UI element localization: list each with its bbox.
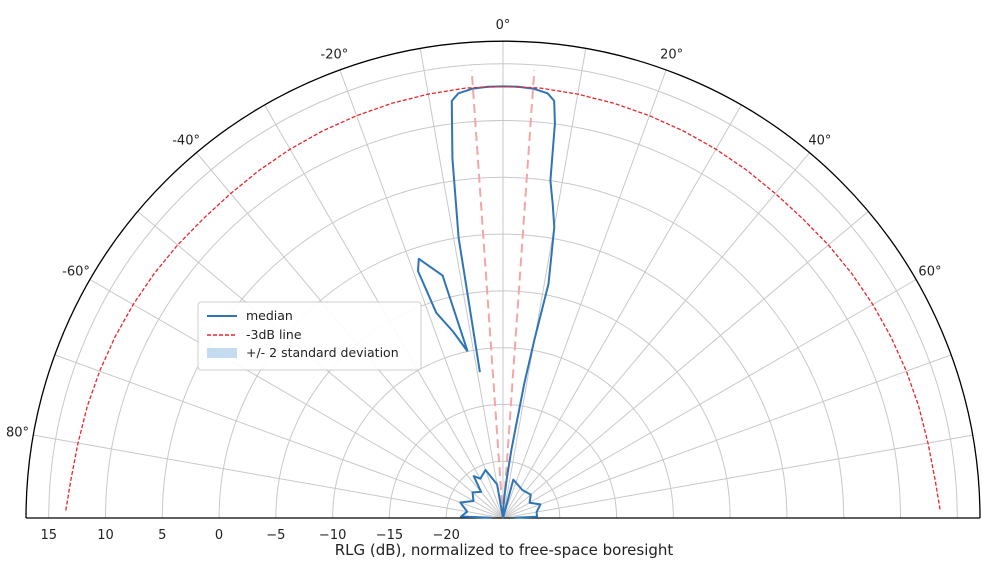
r-tick-label: 15 xyxy=(40,528,57,543)
r-tick-label: 5 xyxy=(158,528,166,543)
r-tick-label: 10 xyxy=(97,528,114,543)
polar-grid xyxy=(25,40,981,519)
grid-spoke-30 xyxy=(502,104,742,519)
theta-tick-label: 0° xyxy=(496,18,511,33)
grid-spoke-40 xyxy=(502,152,810,519)
theta-tick-label: 20° xyxy=(660,48,683,63)
grid-spoke-70 xyxy=(502,354,952,519)
grid-spoke-20 xyxy=(502,69,667,519)
grid-spoke-60 xyxy=(502,279,917,519)
r-tick-label: −20 xyxy=(432,528,459,543)
r-tick-label: 0 xyxy=(215,528,223,543)
legend-box xyxy=(197,301,422,371)
x-axis-label: RLG (dB), normalized to free-space bores… xyxy=(335,541,674,559)
r-tick-label: −15 xyxy=(376,528,403,543)
grid-spoke--20 xyxy=(339,69,504,519)
series-4 xyxy=(65,85,941,511)
series-3 xyxy=(502,478,542,519)
series-0 xyxy=(450,85,556,519)
r-tick-label: −10 xyxy=(319,528,346,543)
grid-spoke--80 xyxy=(33,434,504,519)
legend-std-swatch xyxy=(207,348,237,358)
grid-spoke-80 xyxy=(502,434,973,519)
series-2 xyxy=(459,469,504,519)
legend-3db-label: -3dB line xyxy=(246,327,302,342)
legend-median-label: median xyxy=(246,308,293,323)
theta-tick-label: 60° xyxy=(918,265,941,280)
series-1 xyxy=(417,257,469,352)
legend-std-label: +/- 2 standard deviation xyxy=(246,345,399,360)
theta-tick-label: -60° xyxy=(62,265,90,280)
theta-tick-label: 40° xyxy=(808,133,831,148)
theta-tick-label: 80° xyxy=(6,425,29,440)
grid-spoke-50 xyxy=(502,211,869,519)
grid-spoke--10 xyxy=(419,48,504,519)
theta-tick-label: -20° xyxy=(321,48,349,63)
r-tick-label: −5 xyxy=(266,528,285,543)
grid-spoke--70 xyxy=(54,354,504,519)
reference-line-0 xyxy=(470,70,504,519)
grid-spoke--60 xyxy=(89,279,504,519)
chart-series xyxy=(65,70,941,519)
legend: median -3dB line +/- 2 standard deviatio… xyxy=(197,301,422,371)
outer-arc xyxy=(25,40,981,519)
reference-line-1 xyxy=(502,70,536,519)
axis-ticks: 80° -60° -40° -20° 0° 20° 40° 60° 15 10 5 0 −5 −10 −15… xyxy=(6,18,942,543)
grid-spoke-10 xyxy=(502,48,587,519)
theta-tick-label: -40° xyxy=(172,133,200,148)
